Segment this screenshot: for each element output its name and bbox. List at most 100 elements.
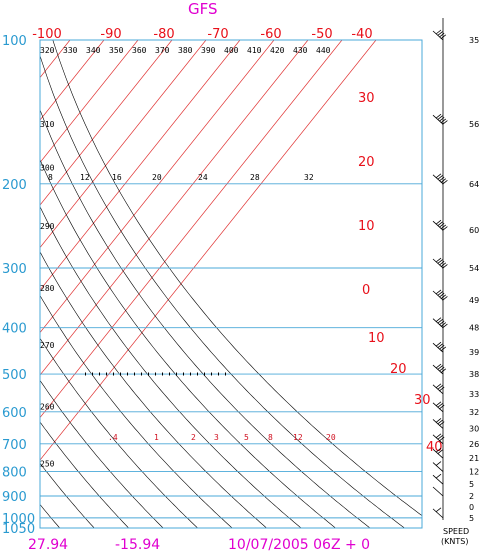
wind-barb-flag [438,223,445,228]
wind-speed-label: 21 [469,454,479,463]
wind-barb-flag [438,292,445,298]
wind-barb-flag [435,401,442,407]
wind-barb-flag [440,322,447,327]
wind-layer: 35 56 64 60 54 49 48 39 38 33 32 30 26 21 12 5 2 0 5 [432,18,479,523]
thetae-label: 8 [48,173,53,182]
wind-barb-flag [435,507,442,513]
theta-label: 370 [155,46,170,55]
mixing-ratio-label: 5 [244,433,249,442]
theta-label: 390 [201,46,216,55]
theta-label: 440 [316,46,331,55]
wind-speed-label: 5 [469,514,474,523]
isotherm-line [40,40,173,206]
dry-adiabat-line [40,54,405,528]
wind-barb-flag [442,226,448,231]
skew-temperature-label: 0 [362,283,370,298]
wind-barb-flag [437,221,443,227]
isotherm-line [40,40,343,419]
theta-label: 420 [270,46,285,55]
wind-speed-label: 32 [469,408,479,417]
wind-barb-flag [438,404,445,410]
wind-speed-label: 38 [469,370,479,379]
wind-speed-label: 48 [469,324,479,333]
mixing-ratio-label: .4 [108,433,118,442]
pressure-label: 1050 [2,522,35,537]
wind-barb-flag [438,260,445,266]
thetae-label: 20 [152,173,162,182]
pressure-label: 800 [2,466,27,481]
skew-temperature-label: 10 [368,331,385,346]
label-layer: 10020030040050060070080090010001050-100-… [2,27,443,537]
wind-barb-flag [437,31,443,36]
top-temperature-label: -80 [153,27,174,42]
thetae-label: 12 [80,173,90,182]
wind-barb-flag [440,34,447,40]
wind-barb-flag [438,345,445,350]
wind-barb-flag [440,294,447,300]
wind-barb-flag [438,32,445,38]
wind-barb-shaft [432,462,444,472]
theta-label: 400 [224,46,239,55]
wind-barb-flag [437,115,443,121]
theta-label: 260 [40,403,55,412]
speed-axis-label: SPEED [443,527,469,536]
theta-label: 280 [40,284,55,293]
pressure-label: 100 [2,34,27,49]
wind-speed-label: 33 [469,390,479,399]
isotherm-line [40,40,275,334]
dry-adiabat-line [40,108,371,528]
wind-barb-flag [440,346,447,352]
top-temperature-label: -90 [100,27,121,42]
wind-barb-flag [435,383,442,389]
wind-barb-flag [435,447,442,453]
wind-barb-flag [435,433,442,439]
wind-barb-flag [437,259,443,264]
theta-label: 310 [40,120,55,129]
wind-speed-label: 0 [469,503,474,512]
thetae-label: 16 [112,173,122,182]
pressure-label: 700 [2,438,27,453]
wind-barb-flag [442,296,448,301]
wind-speed-label: 5 [469,480,474,489]
wind-barb-flag [438,421,445,426]
chart-title: GFS [188,0,218,18]
wind-barb-flag [437,419,443,425]
wind-barb-flag [437,365,443,370]
wind-barb-flag [442,120,448,125]
wind-barb-flag [435,473,442,479]
wind-barb-flag [440,224,447,230]
wind-barb-flag [437,403,443,408]
mixing-ratio-label: 1 [154,433,159,442]
wind-barb-flag [437,435,443,440]
wind-barb-flag [435,29,442,35]
wind-speed-label: 2 [469,492,474,501]
pressure-label: 1000 [2,512,35,527]
theta-label: 380 [178,46,193,55]
pressure-label: 600 [2,406,27,421]
isotherm-line [40,40,377,461]
pressure-label: 900 [2,490,27,505]
wind-speed-label: 12 [469,468,479,477]
wind-barb-flag [442,179,448,185]
theta-label: 330 [63,46,78,55]
grid-layer [0,40,422,528]
wind-barb-flag [440,368,447,374]
wind-barb-flag [437,175,443,180]
top-temperature-label: -70 [207,27,228,42]
wind-barb-flag [438,176,445,182]
dry-adiabat-line [40,421,129,528]
wind-barb-flag [435,418,442,423]
wind-speed-label: 56 [469,120,479,129]
footer-value-2: -15.94 [115,537,160,553]
wind-barb-flag [438,366,445,372]
isotherm-line [0,40,36,528]
wind-barb-flag [437,291,443,296]
theta-label: 340 [86,46,101,55]
top-temperature-label: -60 [260,27,281,42]
wind-barb-flag [440,262,447,268]
theta-label: 300 [40,164,55,173]
skew-temperature-label: 20 [390,362,407,377]
wind-barb-flag [440,178,447,183]
pressure-lines [39,39,423,529]
